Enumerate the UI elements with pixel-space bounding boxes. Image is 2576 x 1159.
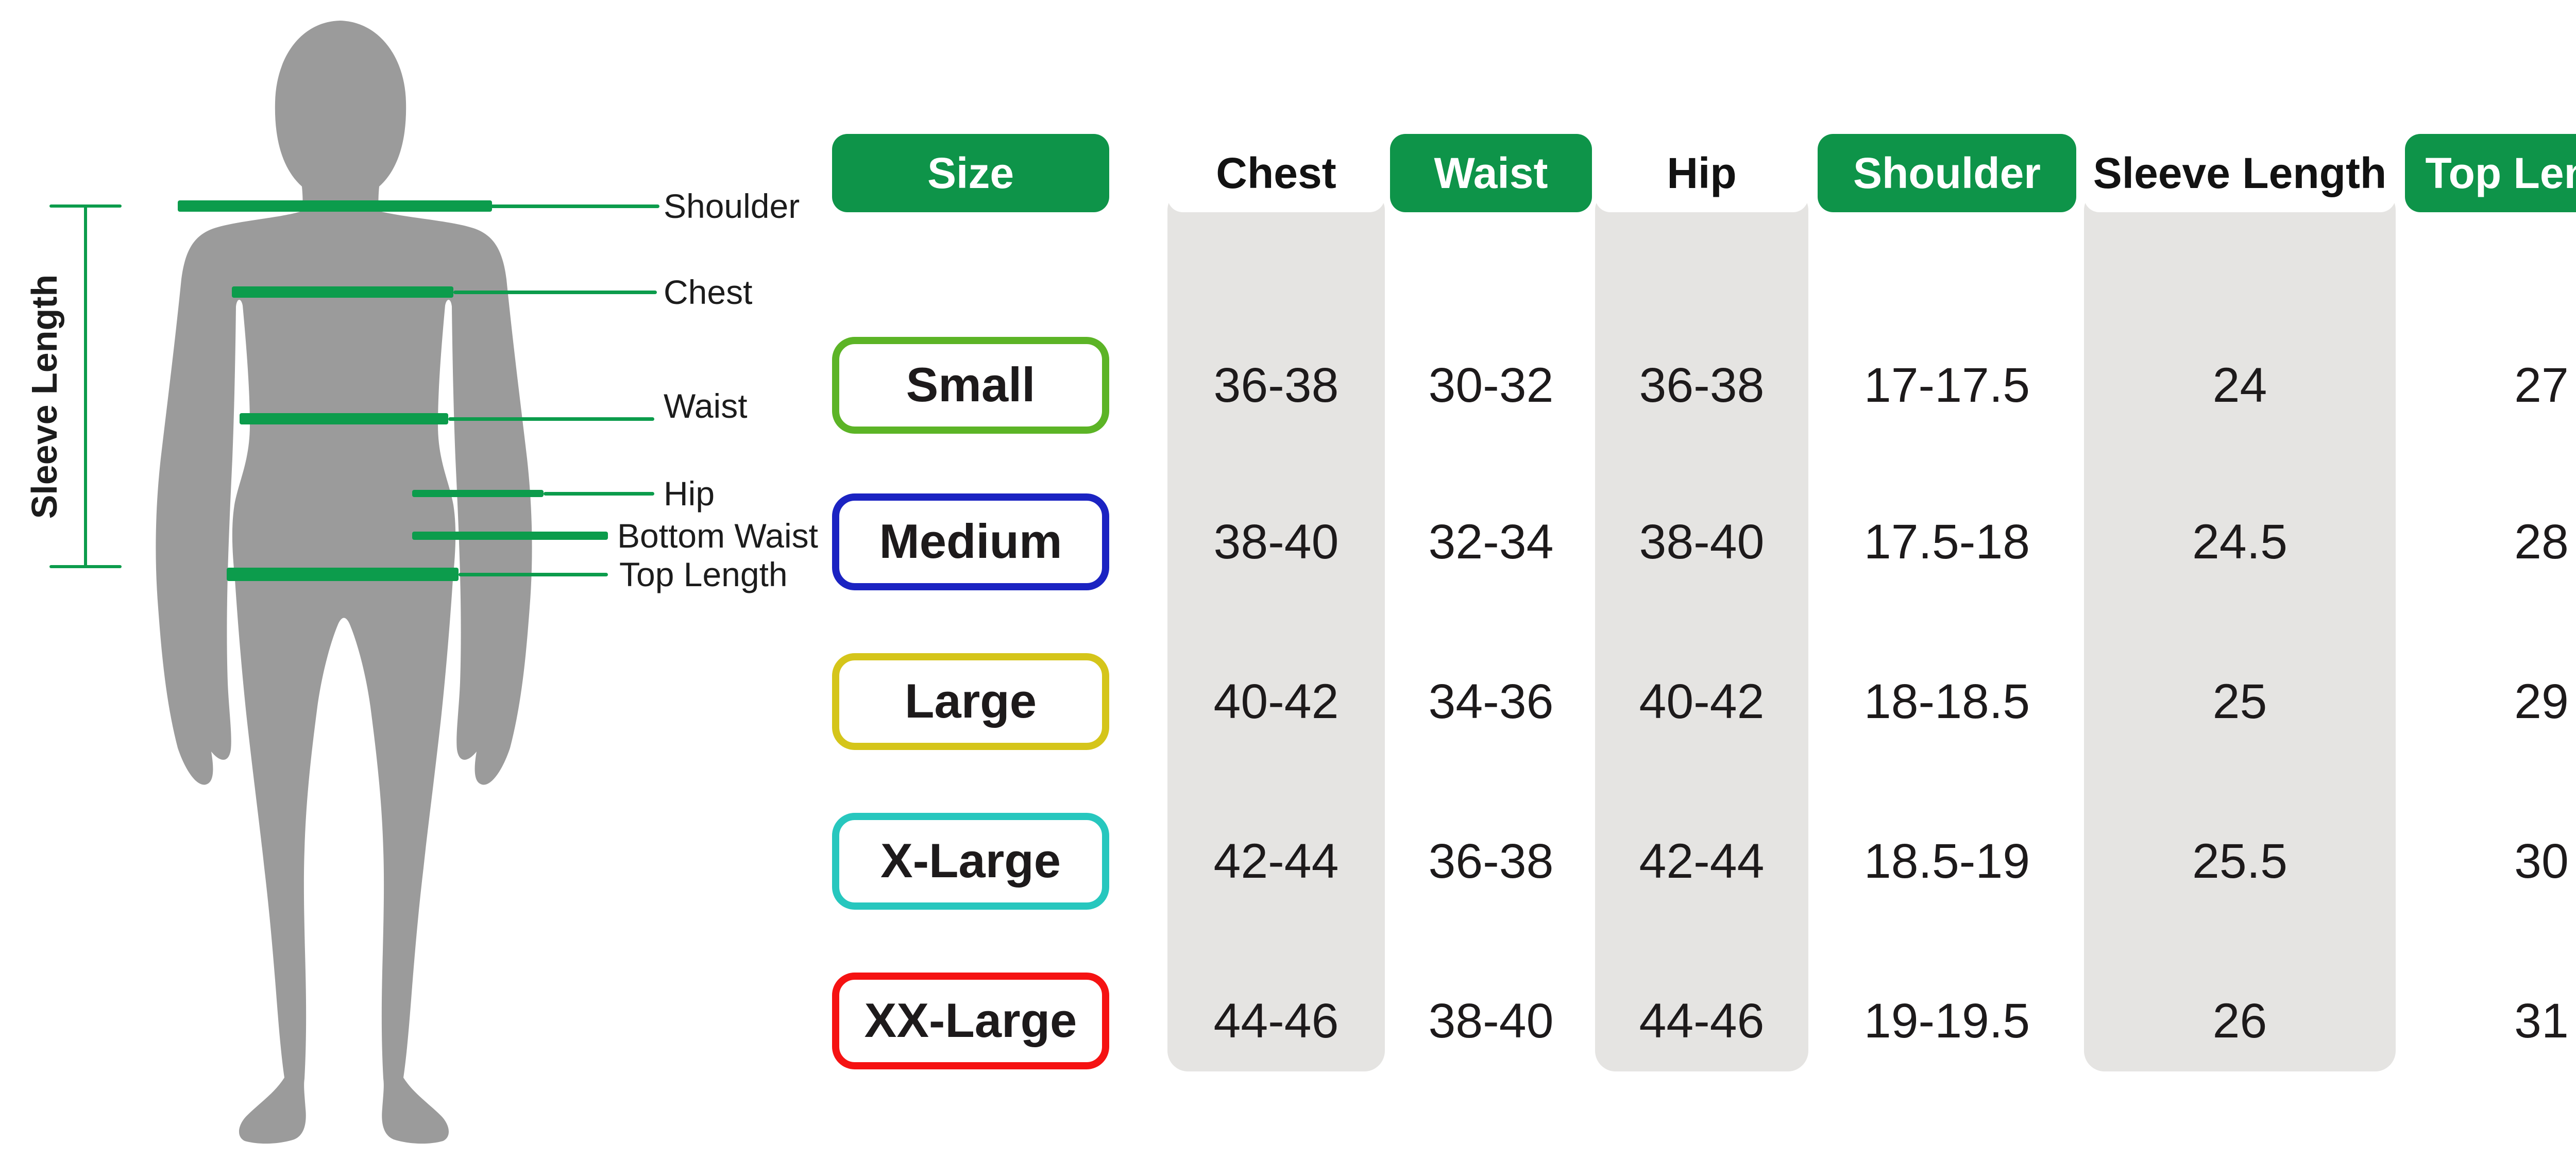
chest-line-thin (453, 291, 657, 294)
cell-chest-x-large: 42-44 (1213, 834, 1339, 889)
cell-sleeve-xx-large: 26 (2212, 994, 2267, 1048)
cell-sleeve-medium: 24.5 (2192, 515, 2287, 569)
cell-top-length-xx-large: 31 (2514, 994, 2569, 1048)
cell-waist-xx-large: 38-40 (1428, 994, 1554, 1048)
label-bottom-waist: Bottom Waist (617, 517, 818, 555)
cell-top-length-small: 27 (2514, 358, 2569, 413)
hip-line-thick (412, 490, 544, 497)
header-top-length: Top Length (2405, 134, 2576, 212)
cell-shoulder-medium: 17.5-18 (1863, 515, 2030, 569)
header-waist: Waist (1390, 134, 1592, 212)
shoulder-line-thin (489, 204, 659, 208)
waist-line-thick (240, 413, 448, 424)
cell-waist-large: 34-36 (1428, 674, 1554, 729)
chest-column-bg (1167, 190, 1385, 1071)
cell-top-length-large: 29 (2514, 674, 2569, 729)
size-button-large[interactable]: Large (832, 653, 1109, 750)
cell-waist-x-large: 36-38 (1428, 834, 1554, 889)
label-waist: Waist (664, 387, 748, 425)
cell-hip-x-large: 42-44 (1639, 834, 1765, 889)
cell-shoulder-xx-large: 19-19.5 (1863, 994, 2030, 1048)
cell-shoulder-x-large: 18.5-19 (1863, 834, 2030, 889)
top-length-line-thin (459, 573, 608, 576)
header-chest: Chest (1167, 134, 1385, 212)
cell-top-length-x-large: 30 (2514, 834, 2569, 889)
cell-sleeve-large: 25 (2212, 674, 2267, 729)
top-length-line-thick (227, 568, 459, 581)
sleeve-bracket-bottom-cap (49, 565, 122, 568)
size-button-x-large[interactable]: X-Large (832, 813, 1109, 910)
cell-hip-large: 40-42 (1639, 674, 1765, 729)
shoulder-line-thick (178, 200, 492, 212)
sleeve-length-column-bg (2084, 190, 2396, 1071)
waist-line-thin (448, 417, 654, 421)
cell-hip-xx-large: 44-46 (1639, 994, 1765, 1048)
cell-chest-large: 40-42 (1213, 674, 1339, 729)
header-hip: Hip (1595, 134, 1808, 212)
cell-hip-medium: 38-40 (1639, 515, 1765, 569)
cell-waist-medium: 32-34 (1428, 515, 1554, 569)
cell-shoulder-large: 18-18.5 (1863, 674, 2030, 729)
cell-chest-xx-large: 44-46 (1213, 994, 1339, 1048)
sleeve-bracket-vertical (84, 206, 87, 568)
cell-sleeve-small: 24 (2212, 358, 2267, 413)
header-size: Size (832, 134, 1109, 212)
chest-line-thick (232, 286, 453, 298)
size-button-xx-large[interactable]: XX-Large (832, 973, 1109, 1069)
sleeve-bracket-top-cap (49, 204, 122, 208)
cell-chest-small: 36-38 (1213, 358, 1339, 413)
cell-waist-small: 30-32 (1428, 358, 1554, 413)
label-chest: Chest (664, 273, 753, 311)
cell-chest-medium: 38-40 (1213, 515, 1339, 569)
bottom-waist-line (412, 532, 608, 540)
header-sleeve-length: Sleeve Length (2084, 134, 2396, 212)
label-top-length: Top Length (619, 555, 788, 593)
header-shoulder: Shoulder (1818, 134, 2076, 212)
hip-column-bg (1595, 190, 1808, 1071)
cell-top-length-medium: 28 (2514, 515, 2569, 569)
cell-shoulder-small: 17-17.5 (1863, 358, 2030, 413)
body-silhouette (156, 21, 532, 1144)
size-button-medium[interactable]: Medium (832, 493, 1109, 590)
label-hip: Hip (664, 474, 715, 513)
sleeve-length-label: Sleeve Length (24, 274, 64, 519)
cell-hip-small: 36-38 (1639, 358, 1765, 413)
label-shoulder: Shoulder (664, 187, 800, 225)
cell-sleeve-x-large: 25.5 (2192, 834, 2287, 889)
size-button-small[interactable]: Small (832, 337, 1109, 434)
hip-line-thin (544, 492, 654, 496)
